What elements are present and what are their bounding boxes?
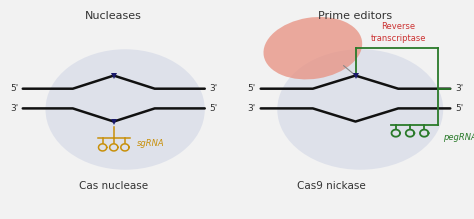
Text: pegRNA: pegRNA bbox=[443, 133, 474, 143]
Ellipse shape bbox=[46, 49, 205, 170]
Text: 5': 5' bbox=[210, 104, 218, 113]
Text: 5': 5' bbox=[248, 84, 256, 93]
Text: 5': 5' bbox=[10, 84, 18, 93]
Text: 3': 3' bbox=[10, 104, 18, 113]
Text: sgRNA: sgRNA bbox=[137, 139, 164, 148]
Text: Cas9 nickase: Cas9 nickase bbox=[297, 181, 366, 191]
Ellipse shape bbox=[264, 17, 362, 79]
Ellipse shape bbox=[277, 49, 443, 170]
Text: Prime editors: Prime editors bbox=[319, 11, 392, 21]
Text: Cas nuclease: Cas nuclease bbox=[79, 181, 148, 191]
Text: Reverse
transcriptase: Reverse transcriptase bbox=[370, 23, 426, 43]
Text: Nucleases: Nucleases bbox=[85, 11, 142, 21]
Text: 3': 3' bbox=[248, 104, 256, 113]
Text: 3': 3' bbox=[210, 84, 218, 93]
Text: 3': 3' bbox=[455, 84, 463, 93]
Text: 5': 5' bbox=[455, 104, 463, 113]
